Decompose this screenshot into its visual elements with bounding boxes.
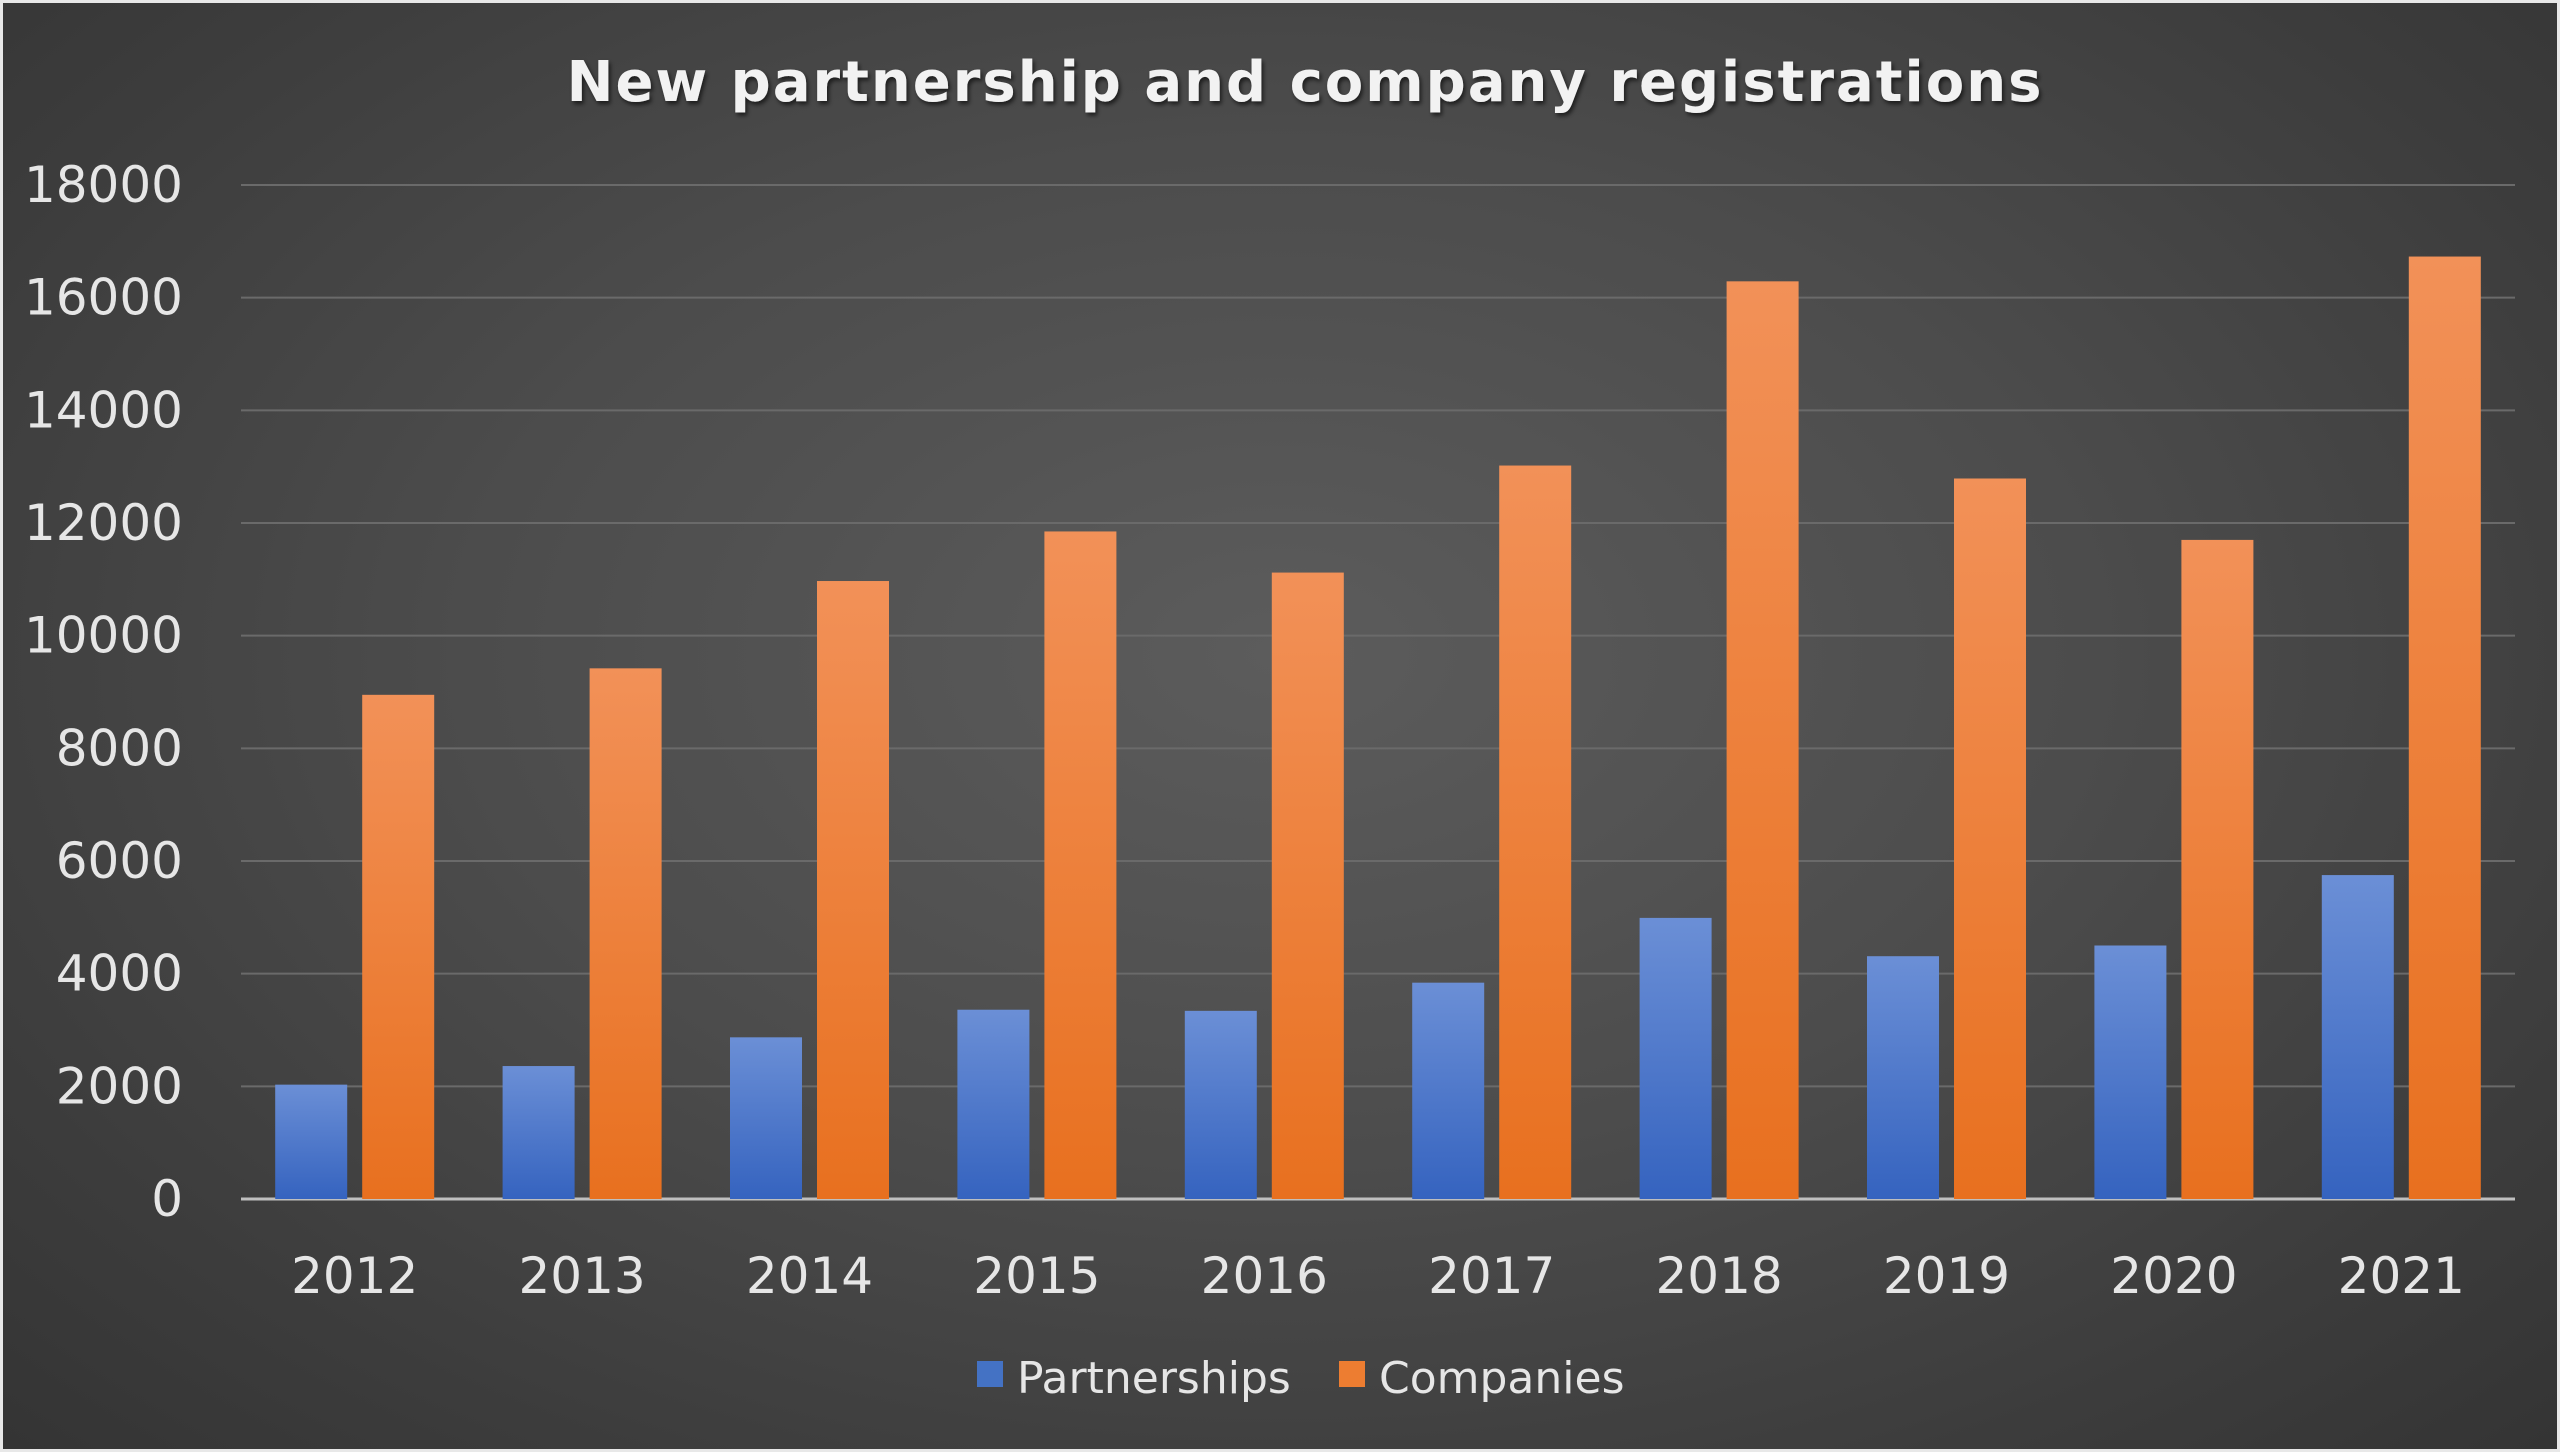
y-tick-label: 18000 — [24, 156, 183, 214]
y-tick-label: 0 — [151, 1170, 183, 1228]
x-tick-label: 2020 — [2110, 1247, 2237, 1305]
y-tick-label: 14000 — [24, 381, 183, 439]
y-axis-tick-labels: 0 2000 4000 6000 8000 10000 12000 14000 16000 180… — [24, 156, 183, 1228]
y-tick-label: 6000 — [56, 832, 183, 890]
bar-companies-2015 — [1044, 531, 1117, 1199]
bar-companies-2021 — [2408, 256, 2481, 1199]
chart-title: New partnership and company registration… — [567, 50, 2044, 115]
bar-partnerships-2013 — [502, 1066, 575, 1199]
bar-companies-2013 — [589, 668, 662, 1199]
legend-swatch-companies — [1339, 1361, 1365, 1387]
bar-companies-2020 — [2181, 539, 2254, 1199]
y-tick-label: 12000 — [24, 494, 183, 552]
bar-companies-2018 — [1726, 281, 1799, 1200]
bar-partnerships-2016 — [1184, 1010, 1257, 1199]
x-tick-label: 2019 — [1883, 1247, 2010, 1305]
x-tick-label: 2018 — [1655, 1247, 1782, 1305]
x-tick-label: 2017 — [1428, 1247, 1555, 1305]
bar-partnerships-2021 — [2321, 875, 2394, 1199]
bar-companies-2016 — [1271, 572, 1344, 1199]
gridlines — [241, 184, 2515, 1201]
x-axis-tick-labels: 2012 2013 2014 2015 2016 2017 2018 2019 2020 2021 — [291, 1247, 2465, 1305]
bar-companies-2012 — [362, 694, 435, 1199]
bar-companies-2019 — [1954, 478, 2026, 1199]
y-tick-label: 8000 — [56, 719, 183, 777]
bar-partnerships-2014 — [730, 1037, 802, 1199]
x-tick-label: 2016 — [1201, 1247, 1328, 1305]
legend-label-partnerships: Partnerships — [1017, 1353, 1291, 1404]
legend-swatch-partnerships — [977, 1361, 1003, 1387]
x-tick-label: 2021 — [2338, 1247, 2465, 1305]
x-tick-label: 2014 — [746, 1247, 873, 1305]
bar-partnerships-2017 — [1412, 982, 1485, 1199]
x-tick-label: 2013 — [518, 1247, 645, 1305]
bar-partnerships-2020 — [2094, 945, 2167, 1199]
y-tick-label: 10000 — [24, 607, 183, 665]
legend-label-companies: Companies — [1379, 1353, 1625, 1404]
bar-partnerships-2019 — [1867, 956, 1939, 1199]
bar-companies-2014 — [817, 581, 889, 1199]
bars — [275, 256, 2481, 1200]
bar-companies-2017 — [1499, 465, 1572, 1199]
y-tick-label: 2000 — [56, 1057, 183, 1115]
bar-partnerships-2018 — [1639, 917, 1712, 1199]
bar-partnerships-2015 — [957, 1009, 1030, 1199]
bar-partnerships-2012 — [275, 1084, 348, 1199]
legend: Partnerships Companies — [977, 1353, 1625, 1404]
bar-chart: New partnership and company registration… — [24, 50, 2515, 1404]
y-tick-label: 4000 — [56, 945, 183, 1003]
x-tick-label: 2015 — [973, 1247, 1100, 1305]
x-tick-label: 2012 — [291, 1247, 418, 1305]
y-tick-label: 16000 — [24, 269, 183, 327]
